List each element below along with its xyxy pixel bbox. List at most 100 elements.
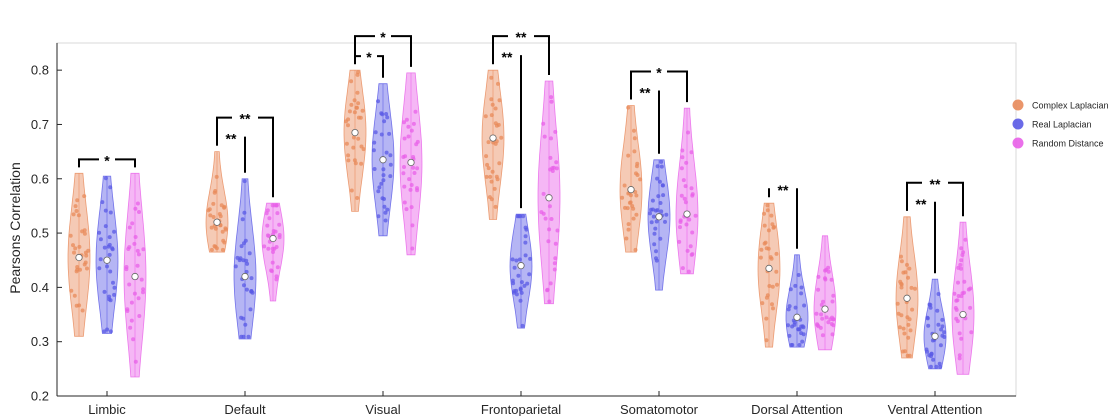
data-point bbox=[83, 250, 88, 255]
data-point bbox=[273, 229, 278, 234]
data-point bbox=[127, 245, 132, 250]
data-point bbox=[111, 280, 115, 285]
x-tick-label: Ventral Attention bbox=[888, 402, 983, 416]
data-point bbox=[219, 203, 224, 208]
data-point bbox=[516, 273, 521, 278]
data-point bbox=[80, 308, 85, 313]
data-point bbox=[235, 255, 240, 260]
data-point bbox=[135, 201, 140, 206]
data-point bbox=[688, 244, 693, 249]
data-point bbox=[411, 165, 416, 170]
median-marker bbox=[75, 253, 83, 262]
data-point bbox=[956, 265, 961, 270]
data-point bbox=[207, 207, 212, 212]
data-point bbox=[762, 223, 767, 228]
data-point bbox=[774, 269, 779, 274]
y-tick-label: 0.4 bbox=[31, 280, 49, 295]
legend-label: Random Distance bbox=[1032, 139, 1104, 149]
data-point bbox=[690, 193, 695, 198]
data-point bbox=[383, 210, 388, 215]
data-point bbox=[659, 159, 664, 164]
y-tick-label: 0.7 bbox=[31, 117, 49, 132]
significance-bracket-right bbox=[115, 158, 136, 168]
data-point bbox=[759, 247, 764, 252]
data-point bbox=[959, 258, 964, 263]
data-point bbox=[525, 281, 530, 286]
data-point bbox=[387, 131, 392, 136]
data-point bbox=[486, 166, 491, 171]
data-point bbox=[897, 325, 902, 330]
data-point bbox=[349, 79, 354, 84]
data-point bbox=[376, 99, 380, 104]
significance-label: ** bbox=[930, 176, 941, 192]
data-point bbox=[786, 307, 791, 312]
median-marker bbox=[407, 158, 415, 167]
data-point bbox=[102, 289, 107, 294]
data-point bbox=[678, 218, 683, 223]
data-point bbox=[541, 211, 546, 216]
data-point bbox=[277, 233, 282, 237]
significance-label: * bbox=[104, 152, 110, 168]
significance-bracket-right bbox=[534, 35, 550, 76]
data-point bbox=[826, 320, 831, 325]
data-point bbox=[112, 285, 117, 290]
data-point bbox=[679, 166, 684, 171]
data-point bbox=[799, 291, 804, 296]
data-point bbox=[653, 226, 658, 231]
data-point bbox=[132, 241, 137, 246]
data-point bbox=[543, 216, 548, 221]
data-point bbox=[959, 294, 964, 299]
data-point bbox=[355, 196, 360, 200]
data-point bbox=[899, 285, 904, 290]
data-point bbox=[98, 237, 103, 242]
data-point bbox=[277, 222, 282, 227]
data-point bbox=[552, 261, 557, 266]
data-point bbox=[769, 213, 774, 218]
data-point bbox=[787, 304, 792, 309]
significance-bracket-left bbox=[354, 35, 375, 65]
data-point bbox=[659, 164, 664, 169]
data-point bbox=[82, 262, 87, 267]
data-point bbox=[799, 331, 804, 336]
data-point bbox=[546, 239, 551, 244]
median-marker bbox=[627, 186, 635, 194]
y-tick-label: 0.8 bbox=[31, 63, 49, 78]
data-point bbox=[652, 242, 657, 247]
data-point bbox=[372, 140, 377, 145]
significance-bracket-left bbox=[906, 181, 922, 211]
data-point bbox=[770, 284, 775, 289]
data-point bbox=[349, 188, 354, 193]
data-point bbox=[693, 213, 698, 218]
data-point bbox=[135, 263, 140, 268]
data-point bbox=[130, 221, 135, 226]
data-point bbox=[762, 241, 767, 246]
data-point bbox=[820, 333, 825, 338]
data-point bbox=[376, 189, 381, 194]
data-point bbox=[243, 238, 248, 243]
median-marker bbox=[131, 272, 139, 281]
significance-label: ** bbox=[516, 29, 527, 45]
data-point bbox=[494, 123, 499, 128]
data-point bbox=[107, 235, 112, 240]
data-point bbox=[489, 97, 494, 102]
data-point bbox=[925, 316, 930, 321]
data-point bbox=[907, 266, 912, 271]
data-point bbox=[141, 247, 146, 252]
data-point bbox=[356, 115, 361, 120]
significance-bracket-left bbox=[78, 158, 99, 168]
data-point bbox=[108, 269, 113, 274]
significance-label: ** bbox=[640, 84, 651, 100]
data-point bbox=[492, 186, 497, 191]
x-tick-label: Visual bbox=[365, 402, 400, 416]
data-point bbox=[929, 354, 933, 359]
data-point bbox=[82, 231, 87, 236]
x-tick-label: Default bbox=[224, 402, 266, 416]
median-marker bbox=[765, 264, 773, 272]
data-point bbox=[409, 183, 414, 187]
data-point bbox=[245, 261, 250, 266]
y-tick-label: 0.6 bbox=[31, 171, 49, 186]
significance-bracket-right bbox=[520, 55, 522, 209]
data-point bbox=[248, 307, 253, 312]
data-point bbox=[814, 311, 819, 316]
x-tick-label: Limbic bbox=[88, 402, 126, 416]
